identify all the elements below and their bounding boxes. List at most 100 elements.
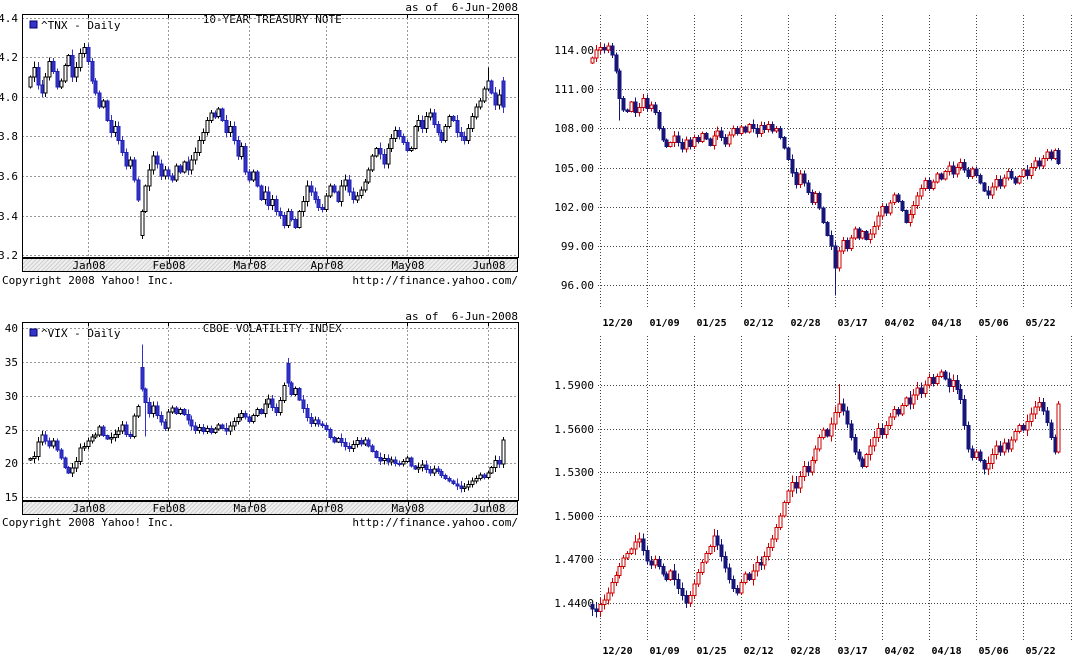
candle xyxy=(657,555,662,570)
candle xyxy=(688,591,693,607)
candle xyxy=(931,179,936,191)
candle xyxy=(51,438,56,449)
candle xyxy=(59,78,64,90)
candle-body xyxy=(293,219,298,228)
candle xyxy=(943,170,948,181)
candle xyxy=(661,563,666,577)
candle xyxy=(243,410,248,420)
candle xyxy=(432,108,437,128)
candle-body xyxy=(664,139,669,148)
candle-body xyxy=(255,171,260,187)
candle-body xyxy=(645,97,650,110)
candle xyxy=(293,217,298,230)
candle xyxy=(101,98,106,109)
plot-border xyxy=(22,322,519,501)
candle-body xyxy=(266,398,271,405)
candle xyxy=(1029,163,1034,180)
candle-body xyxy=(955,167,960,175)
candle-body xyxy=(853,228,858,239)
candle xyxy=(664,138,669,148)
candle xyxy=(986,456,991,476)
candle xyxy=(943,370,948,381)
treasury-source-url[interactable]: http://finance.yahoo.com/ xyxy=(352,274,518,287)
candle xyxy=(351,440,356,452)
candle xyxy=(28,75,33,89)
candle-body xyxy=(962,161,967,171)
candle xyxy=(136,404,141,418)
candle xyxy=(1041,155,1046,169)
candle xyxy=(692,134,697,150)
candle-body xyxy=(151,155,156,171)
candle-body xyxy=(774,127,779,132)
candle xyxy=(159,411,164,426)
candle-body xyxy=(829,234,834,247)
candle-body xyxy=(466,128,471,142)
candle-body xyxy=(849,237,854,249)
candle xyxy=(629,547,634,556)
candle-body xyxy=(216,108,221,118)
vix-source-url[interactable]: http://finance.yahoo.com/ xyxy=(352,516,518,529)
candle-body xyxy=(810,460,815,473)
candle xyxy=(900,199,905,212)
candle-body xyxy=(43,76,48,94)
candle xyxy=(251,169,256,183)
candle xyxy=(1033,156,1038,171)
candle xyxy=(436,121,441,136)
candle-body xyxy=(598,46,603,51)
candle xyxy=(645,545,650,566)
candle-body xyxy=(770,538,775,549)
candle xyxy=(829,230,834,250)
y-axis-tick-label: 1.5600 xyxy=(554,423,594,436)
candle-body xyxy=(70,467,75,474)
candle-body xyxy=(798,476,803,489)
candle xyxy=(405,455,410,464)
candle-body xyxy=(747,123,752,133)
candle xyxy=(896,192,901,204)
candle-body xyxy=(155,155,160,165)
candle-body xyxy=(489,467,494,474)
candle xyxy=(382,454,387,465)
candle-body xyxy=(621,557,626,568)
candle xyxy=(470,112,475,132)
candle-body xyxy=(420,120,425,130)
candle-body xyxy=(182,161,187,173)
candle xyxy=(939,172,944,181)
month-band-tick xyxy=(169,259,170,263)
candle-body xyxy=(876,428,881,438)
candle-body xyxy=(251,414,256,422)
candle-body xyxy=(359,439,364,445)
candle xyxy=(432,465,437,476)
candle xyxy=(59,447,64,460)
candle-body xyxy=(939,173,944,180)
y-axis-tick-label: 102.00 xyxy=(554,201,594,214)
candle xyxy=(712,131,717,150)
candle xyxy=(653,555,658,569)
candle xyxy=(132,413,137,439)
candle xyxy=(833,406,838,430)
candle-body xyxy=(692,583,697,597)
candle xyxy=(209,109,214,124)
candle-body xyxy=(719,544,724,557)
candle xyxy=(270,395,275,411)
candle xyxy=(93,78,98,96)
candle-body xyxy=(97,426,102,436)
candle-body xyxy=(109,437,114,440)
candle-body xyxy=(676,135,681,144)
candle-body xyxy=(723,555,728,569)
candle-body xyxy=(216,424,221,430)
candle-body xyxy=(661,566,666,575)
candle xyxy=(610,42,615,58)
candle xyxy=(708,544,713,556)
candle xyxy=(124,148,129,170)
candle-body xyxy=(833,245,838,269)
candle-body xyxy=(462,486,467,490)
candle-body xyxy=(486,472,491,479)
candle xyxy=(790,475,795,497)
candle-body xyxy=(1041,157,1046,167)
candle-body xyxy=(497,94,502,106)
candle xyxy=(990,448,995,469)
candle-body xyxy=(309,416,314,424)
candle-body xyxy=(841,403,846,412)
candle-body xyxy=(209,112,214,122)
candle xyxy=(366,437,371,448)
